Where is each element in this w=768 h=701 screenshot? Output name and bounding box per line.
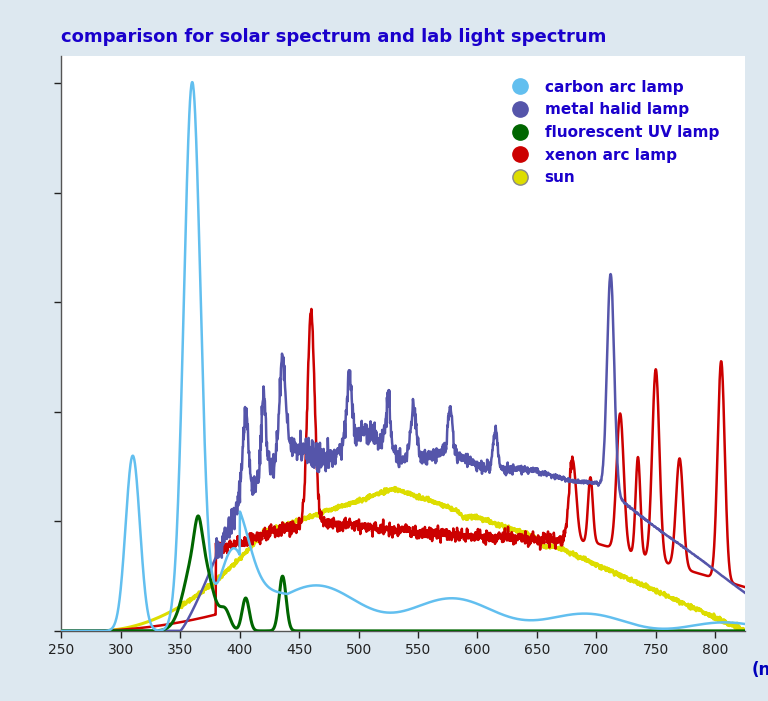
Text: comparison for solar spectrum and lab light spectrum: comparison for solar spectrum and lab li… — [61, 28, 607, 46]
Text: (nm): (nm) — [752, 662, 768, 679]
Legend: carbon arc lamp, metal halid lamp, fluorescent UV lamp, xenon arc lamp, sun: carbon arc lamp, metal halid lamp, fluor… — [501, 75, 723, 190]
